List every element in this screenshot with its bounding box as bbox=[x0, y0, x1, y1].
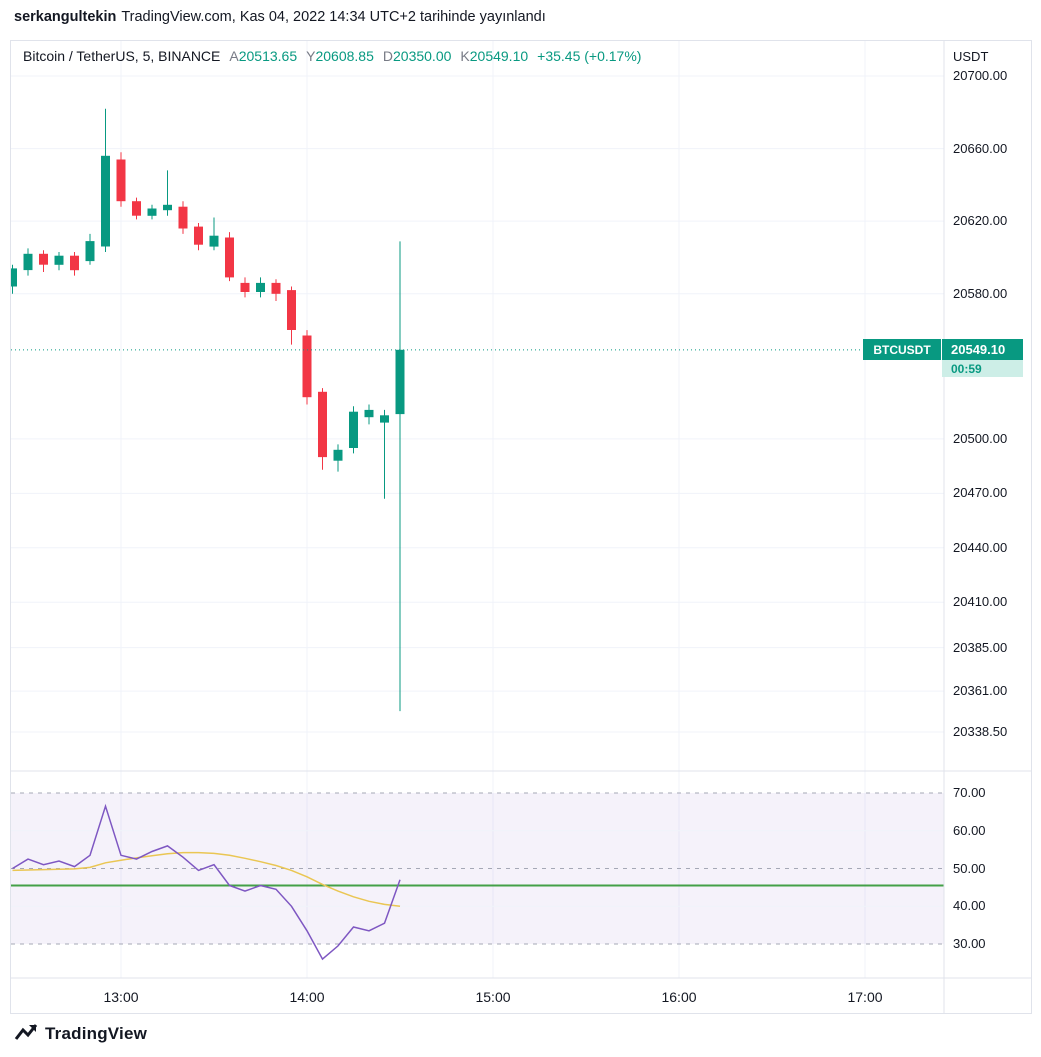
chart-canvas[interactable] bbox=[11, 41, 1031, 1013]
tradingview-logo-icon[interactable] bbox=[14, 1022, 38, 1046]
ohlc-high: Y20608.85 bbox=[306, 48, 374, 64]
candle-body bbox=[333, 449, 343, 461]
ohlc-low-value: 20350.00 bbox=[393, 48, 452, 64]
candle-body bbox=[240, 282, 250, 292]
chart-legend: Bitcoin / TetherUS, 5, BINANCE A20513.65… bbox=[23, 48, 641, 64]
price-tick-label: 20361.00 bbox=[953, 683, 1008, 699]
candle-body bbox=[54, 255, 64, 265]
candle-body bbox=[209, 235, 219, 247]
candle-body bbox=[178, 206, 188, 229]
candle-body bbox=[116, 159, 126, 202]
price-label-value: 20549.10 bbox=[942, 339, 1023, 361]
footer: TradingView bbox=[14, 1022, 147, 1046]
candle-body bbox=[318, 391, 327, 458]
indicator-tick-label: 60.00 bbox=[953, 822, 986, 838]
candle-body bbox=[101, 155, 110, 247]
price-label-symbol: BTCUSDT bbox=[863, 339, 942, 361]
price-label-countdown: 00:59 bbox=[942, 360, 1023, 378]
price-tick-label: 20580.00 bbox=[953, 285, 1008, 301]
ohlc-low-label: D bbox=[382, 48, 393, 64]
ohlc-high-value: 20608.85 bbox=[315, 48, 374, 64]
author-link[interactable]: serkangultekin bbox=[14, 9, 117, 25]
ohlc-open: A20513.65 bbox=[229, 48, 297, 64]
price-tick-label: 20700.00 bbox=[953, 68, 1008, 83]
candle-body bbox=[349, 411, 358, 448]
candle-body bbox=[11, 268, 17, 287]
candle-body bbox=[163, 204, 172, 211]
candle-body bbox=[194, 226, 203, 245]
candle-body bbox=[271, 282, 281, 294]
price-tick-label: 20385.00 bbox=[953, 639, 1008, 655]
candle-body bbox=[395, 349, 405, 415]
candle-body bbox=[39, 253, 48, 265]
indicator-tick-label: 70.00 bbox=[953, 785, 986, 800]
attribution-bar: serkangultekin TradingView.com, Kas 04, 2… bbox=[0, 0, 1041, 36]
rsi-line bbox=[12, 803, 401, 961]
rsi-ma-line bbox=[12, 851, 401, 908]
price-tick-label: 20338.50 bbox=[953, 724, 1008, 739]
symbol-description[interactable]: Bitcoin / TetherUS, 5, BINANCE bbox=[23, 48, 221, 64]
ohlc-low: D20350.00 bbox=[383, 48, 452, 64]
price-tick-label: 20470.00 bbox=[953, 485, 1008, 501]
price-tick-label: 20620.00 bbox=[953, 213, 1008, 229]
time-tick-label: 15:00 bbox=[475, 989, 511, 1005]
price-tick-label: 20440.00 bbox=[953, 539, 1008, 555]
candle-body bbox=[132, 201, 141, 216]
candle-body bbox=[225, 237, 234, 278]
ohlc-high-label: Y bbox=[306, 48, 316, 64]
price-tick-label: 20660.00 bbox=[953, 140, 1008, 156]
time-tick-label: 14:00 bbox=[289, 989, 325, 1005]
candle-body bbox=[380, 415, 389, 423]
candle-body bbox=[147, 208, 157, 216]
price-change: +35.45 (+0.17%) bbox=[537, 48, 642, 64]
attribution-text: TradingView.com, Kas 04, 2022 14:34 UTC+… bbox=[121, 9, 546, 25]
chart-container: Bitcoin / TetherUS, 5, BINANCE A20513.65… bbox=[10, 40, 1032, 1014]
current-price-label: BTCUSDT 20549.10 00:59 bbox=[863, 339, 1024, 378]
indicator-tick-label: 50.00 bbox=[953, 860, 986, 876]
candle-body bbox=[256, 282, 265, 292]
ohlc-open-label: A bbox=[229, 48, 239, 64]
time-tick-label: 13:00 bbox=[103, 989, 139, 1005]
ohlc-close-label: K bbox=[460, 48, 470, 64]
price-label-right: 20549.10 00:59 bbox=[942, 339, 1023, 378]
candle-body bbox=[287, 290, 296, 330]
price-tick-label: 20410.00 bbox=[953, 594, 1008, 610]
tradingview-logo-text[interactable]: TradingView bbox=[45, 1024, 148, 1043]
indicator-tick-label: 40.00 bbox=[953, 898, 986, 914]
candle-body bbox=[85, 241, 95, 262]
price-tick-label: 20500.00 bbox=[953, 430, 1008, 446]
time-tick-label: 16:00 bbox=[661, 989, 697, 1005]
candle-body bbox=[364, 409, 374, 418]
axis-currency-label: USDT bbox=[953, 49, 989, 64]
ohlc-close: K20549.10 bbox=[460, 48, 528, 64]
candle-body bbox=[70, 255, 79, 271]
ohlc-close-value: 20549.10 bbox=[469, 48, 529, 64]
indicator-tick-label: 30.00 bbox=[953, 936, 986, 951]
ohlc-open-value: 20513.65 bbox=[238, 48, 298, 64]
time-tick-label: 17:00 bbox=[847, 989, 883, 1005]
candle-body bbox=[23, 253, 33, 271]
candle-body bbox=[302, 335, 312, 398]
